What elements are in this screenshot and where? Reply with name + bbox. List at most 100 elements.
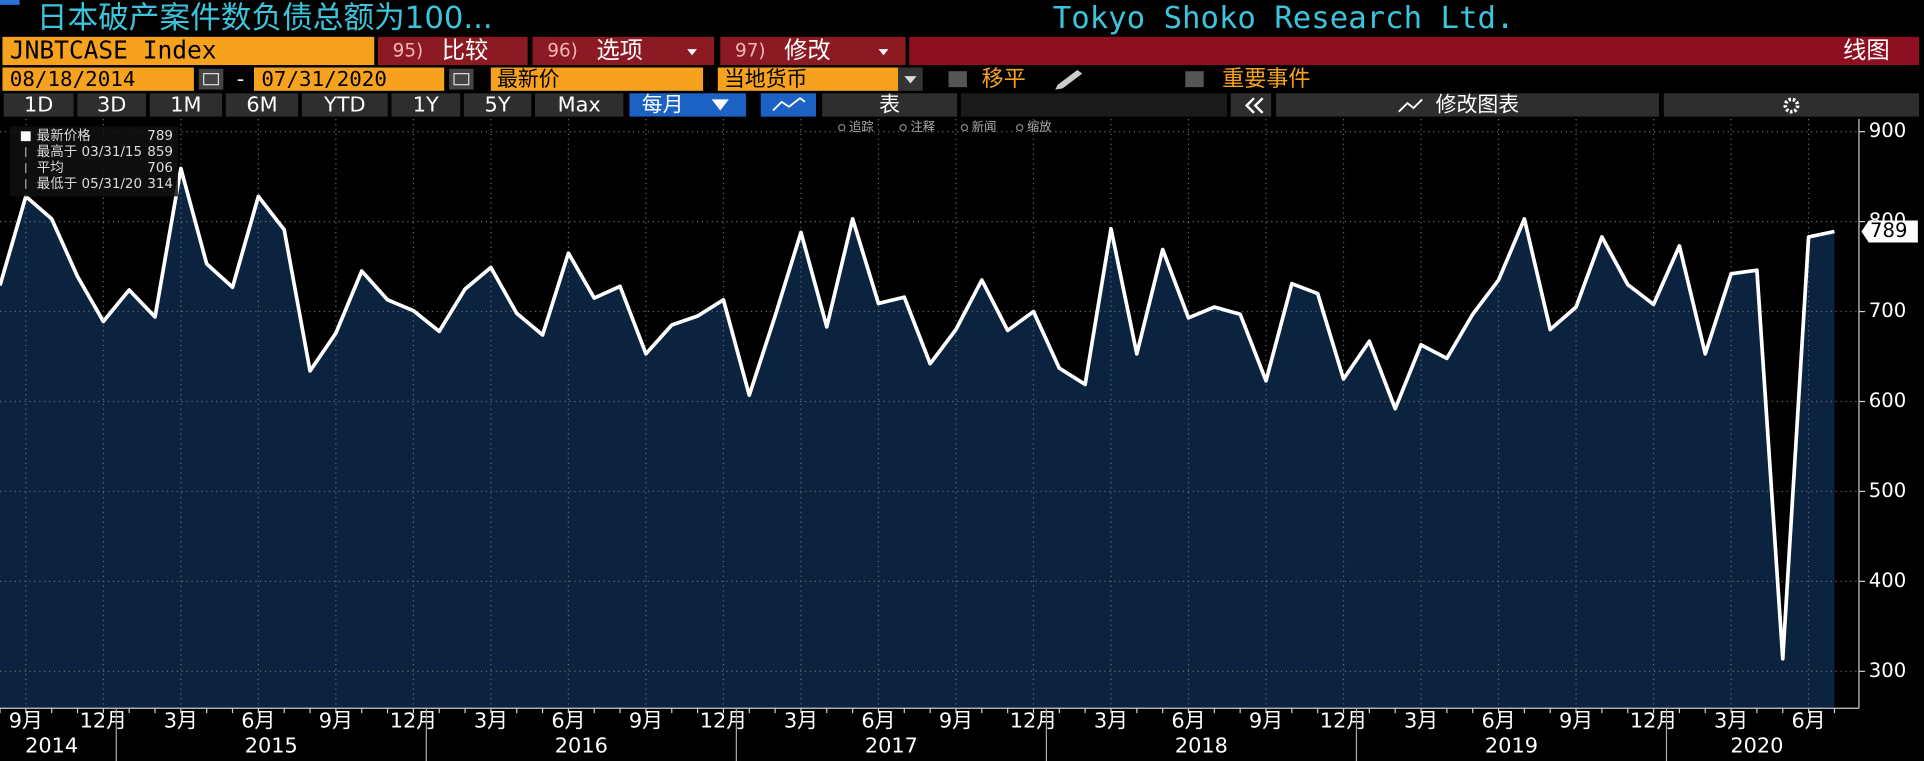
collapse-icon — [1244, 97, 1255, 114]
period-button[interactable] — [463, 93, 532, 117]
ticker-box[interactable] — [2, 36, 375, 66]
tool-icon[interactable] — [1015, 123, 1024, 132]
table-label[interactable]: 表 — [879, 93, 900, 117]
x-year-label: 2014 — [25, 733, 78, 757]
legend-label: 最新价格 — [37, 128, 91, 144]
edit-chart-button[interactable] — [1276, 93, 1659, 117]
period-label[interactable]: Max — [558, 93, 601, 117]
y-tick-label: 900 — [1869, 119, 1906, 142]
x-year-label: 2018 — [1175, 733, 1228, 757]
spacer — [960, 93, 1228, 117]
legend-value: 706 — [147, 160, 173, 176]
dropdown-arrow — [711, 99, 729, 111]
button-label[interactable]: 修改 — [784, 37, 831, 64]
period-button[interactable] — [301, 93, 388, 117]
y-tick-label: 600 — [1869, 389, 1906, 412]
calendar-button[interactable] — [198, 68, 224, 90]
period-button[interactable] — [77, 93, 147, 117]
legend-value: 314 — [147, 176, 173, 192]
frequency[interactable]: 每月 — [642, 93, 684, 117]
settings-button[interactable] — [1663, 93, 1920, 117]
table-button[interactable] — [822, 93, 958, 117]
period-button[interactable] — [534, 93, 624, 117]
tool-icon[interactable] — [838, 123, 846, 132]
button-label[interactable]: 比较 — [442, 37, 489, 64]
area-fill — [0, 168, 1835, 709]
tool-label[interactable]: 新闻 — [972, 119, 997, 134]
smooth-label[interactable]: 移平 — [982, 66, 1026, 92]
gear-icon — [1783, 97, 1800, 114]
chart-type-bar[interactable] — [909, 36, 1920, 66]
y-tick-label: 500 — [1869, 479, 1906, 502]
source: Tokyo Shoko Research Ltd. — [1053, 1, 1515, 36]
toolbar-button[interactable] — [532, 36, 715, 66]
period-button[interactable] — [3, 93, 74, 117]
calendar-button[interactable] — [449, 68, 474, 90]
period-label[interactable]: 6M — [246, 93, 277, 117]
calendar-icon — [203, 73, 220, 86]
end-date-box[interactable] — [253, 67, 445, 91]
collapse-button[interactable] — [1230, 93, 1272, 117]
end-date[interactable]: 07/31/2020 — [261, 67, 387, 91]
corner-marker — [0, 0, 20, 5]
frequency-button[interactable] — [629, 93, 747, 117]
button-number[interactable]: 96) — [547, 41, 578, 62]
toolbar-button[interactable] — [377, 36, 528, 66]
dropdown-arrow — [904, 76, 917, 84]
toolbar-button[interactable] — [720, 36, 906, 66]
legend-swatch — [20, 131, 31, 142]
period-button[interactable] — [149, 93, 223, 117]
tool-label[interactable]: 注释 — [910, 119, 935, 134]
field[interactable]: 最新价 — [497, 67, 560, 91]
dropdown-arrow — [878, 49, 889, 56]
edit-chart-icon — [1398, 98, 1423, 113]
x-year-label: 2020 — [1730, 733, 1783, 757]
events-checkbox[interactable] — [1185, 71, 1204, 88]
line-style-button[interactable] — [760, 93, 816, 117]
chart-type[interactable]: 线图 — [1843, 37, 1890, 64]
edit-chart-label[interactable]: 修改图表 — [1436, 93, 1520, 117]
currency[interactable]: 当地货币 — [724, 67, 807, 91]
line-icon — [772, 97, 806, 112]
pencil-icon[interactable] — [1055, 69, 1083, 90]
field-box[interactable] — [490, 67, 704, 91]
period-label[interactable]: 3D — [97, 93, 126, 117]
legend-value: 789 — [147, 128, 173, 144]
x-year-label: 2019 — [1485, 733, 1538, 757]
tool-icon[interactable] — [899, 123, 907, 132]
period-button[interactable] — [391, 93, 461, 117]
x-year-label: 2015 — [245, 733, 298, 757]
events-label[interactable]: 重要事件 — [1222, 66, 1310, 92]
smooth-checkbox[interactable] — [948, 71, 967, 88]
period-label[interactable]: 1M — [170, 93, 201, 117]
legend-value: 859 — [147, 144, 173, 160]
y-tick-label: 400 — [1869, 569, 1906, 592]
legend-label: 平均 — [37, 160, 64, 176]
start-date[interactable]: 08/18/2014 — [10, 67, 136, 91]
period-label[interactable]: 1D — [24, 93, 53, 117]
y-tick-label: 300 — [1869, 659, 1906, 682]
x-year-label: 2016 — [555, 733, 608, 757]
button-number[interactable]: 97) — [735, 41, 766, 62]
last-value-label: 789 — [1870, 219, 1907, 242]
currency-box[interactable] — [717, 67, 899, 91]
period-button[interactable] — [225, 93, 299, 117]
start-date-box[interactable] — [2, 67, 194, 91]
period-label[interactable]: 5Y — [485, 93, 511, 117]
x-year-label: 2017 — [865, 733, 918, 757]
tool-icon[interactable] — [960, 123, 969, 132]
calendar-icon — [453, 73, 470, 86]
button-number[interactable]: 95) — [393, 41, 424, 62]
ticker[interactable]: JNBTCASE Index — [10, 36, 217, 65]
period-label[interactable]: 1Y — [413, 93, 439, 117]
date-separator: - — [237, 67, 245, 91]
collapse-icon — [1253, 97, 1264, 114]
legend-label: 最高于 03/31/15 — [37, 143, 142, 160]
tool-label[interactable]: 追踪 — [849, 119, 874, 134]
security-title: 日本破产案件数负债总额为100... — [37, 1, 493, 36]
tool-label[interactable]: 缩放 — [1027, 119, 1052, 134]
button-label[interactable]: 选项 — [596, 37, 643, 64]
period-label[interactable]: YTD — [323, 93, 366, 117]
legend-label: 最低于 05/31/20 — [37, 176, 142, 192]
